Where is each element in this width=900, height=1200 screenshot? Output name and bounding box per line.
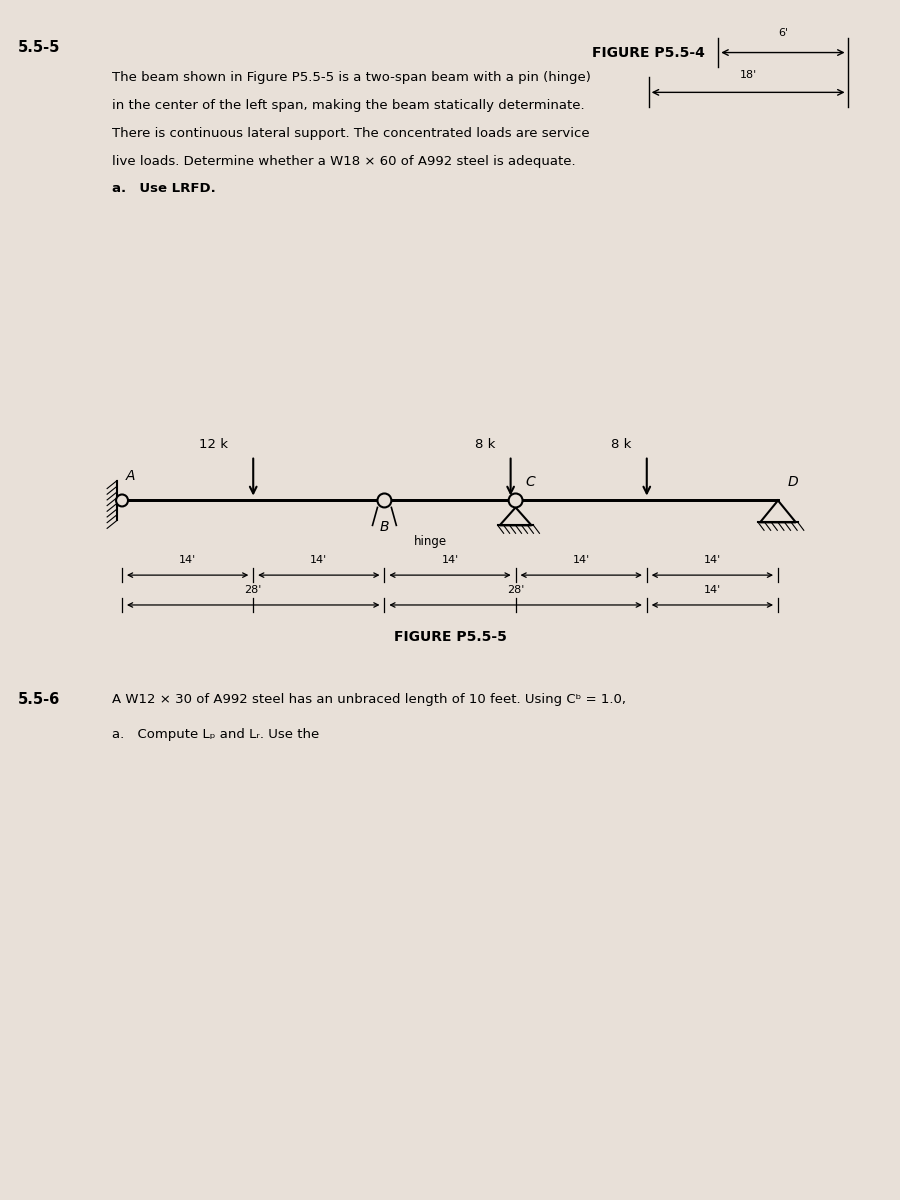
- Text: 5.5-6: 5.5-6: [18, 692, 60, 707]
- Text: 8 k: 8 k: [475, 438, 496, 451]
- Circle shape: [116, 494, 128, 506]
- Text: 5.5-5: 5.5-5: [18, 40, 60, 55]
- Text: B: B: [380, 521, 389, 534]
- Text: 14': 14': [310, 556, 328, 565]
- Text: live loads. Determine whether a W18 × 60 of A992 steel is adequate.: live loads. Determine whether a W18 × 60…: [112, 155, 576, 168]
- Circle shape: [508, 493, 523, 508]
- Text: 14': 14': [704, 586, 721, 595]
- Text: a. Use LRFD.: a. Use LRFD.: [112, 182, 216, 196]
- Text: 28': 28': [245, 586, 262, 595]
- Text: 28': 28': [507, 586, 525, 595]
- Text: a. Compute Lₚ and Lᵣ. Use the: a. Compute Lₚ and Lᵣ. Use the: [112, 728, 320, 740]
- Text: A W12 × 30 of A992 steel has an unbraced length of 10 feet. Using Cᵇ = 1.0,: A W12 × 30 of A992 steel has an unbraced…: [112, 694, 626, 706]
- Text: FIGURE P5.5-5: FIGURE P5.5-5: [393, 630, 507, 644]
- Text: 12 k: 12 k: [200, 438, 229, 451]
- Text: 8 k: 8 k: [611, 438, 632, 451]
- Text: 14': 14': [179, 556, 196, 565]
- Text: A: A: [125, 468, 135, 482]
- Text: 14': 14': [704, 556, 721, 565]
- Text: D: D: [788, 474, 798, 488]
- Text: FIGURE P5.5-4: FIGURE P5.5-4: [592, 46, 706, 60]
- Text: The beam shown in Figure P5.5-5 is a two-span beam with a pin (hinge): The beam shown in Figure P5.5-5 is a two…: [112, 71, 591, 84]
- Text: 14': 14': [441, 556, 459, 565]
- Text: 14': 14': [572, 556, 590, 565]
- Circle shape: [377, 493, 392, 508]
- Text: C: C: [526, 474, 536, 488]
- Text: There is continuous lateral support. The concentrated loads are service: There is continuous lateral support. The…: [112, 127, 590, 139]
- Text: 18': 18': [740, 71, 757, 80]
- Text: hinge: hinge: [414, 535, 447, 548]
- Text: 6': 6': [778, 28, 788, 37]
- Text: in the center of the left span, making the beam statically determinate.: in the center of the left span, making t…: [112, 98, 585, 112]
